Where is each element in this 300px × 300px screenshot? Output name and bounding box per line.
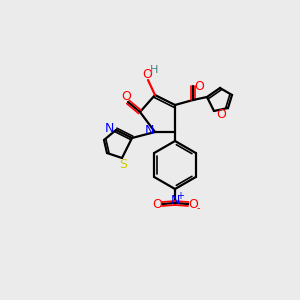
Text: H: H: [150, 65, 158, 75]
Text: O: O: [142, 68, 152, 80]
Text: S: S: [119, 158, 127, 170]
Text: O: O: [216, 109, 226, 122]
Text: O: O: [188, 199, 198, 212]
Text: O: O: [152, 199, 162, 212]
Text: -: -: [196, 203, 200, 213]
Text: N: N: [170, 194, 180, 206]
Text: O: O: [194, 80, 204, 94]
Text: O: O: [121, 91, 131, 103]
Text: +: +: [176, 191, 184, 201]
Text: N: N: [144, 124, 154, 136]
Text: N: N: [104, 122, 114, 134]
